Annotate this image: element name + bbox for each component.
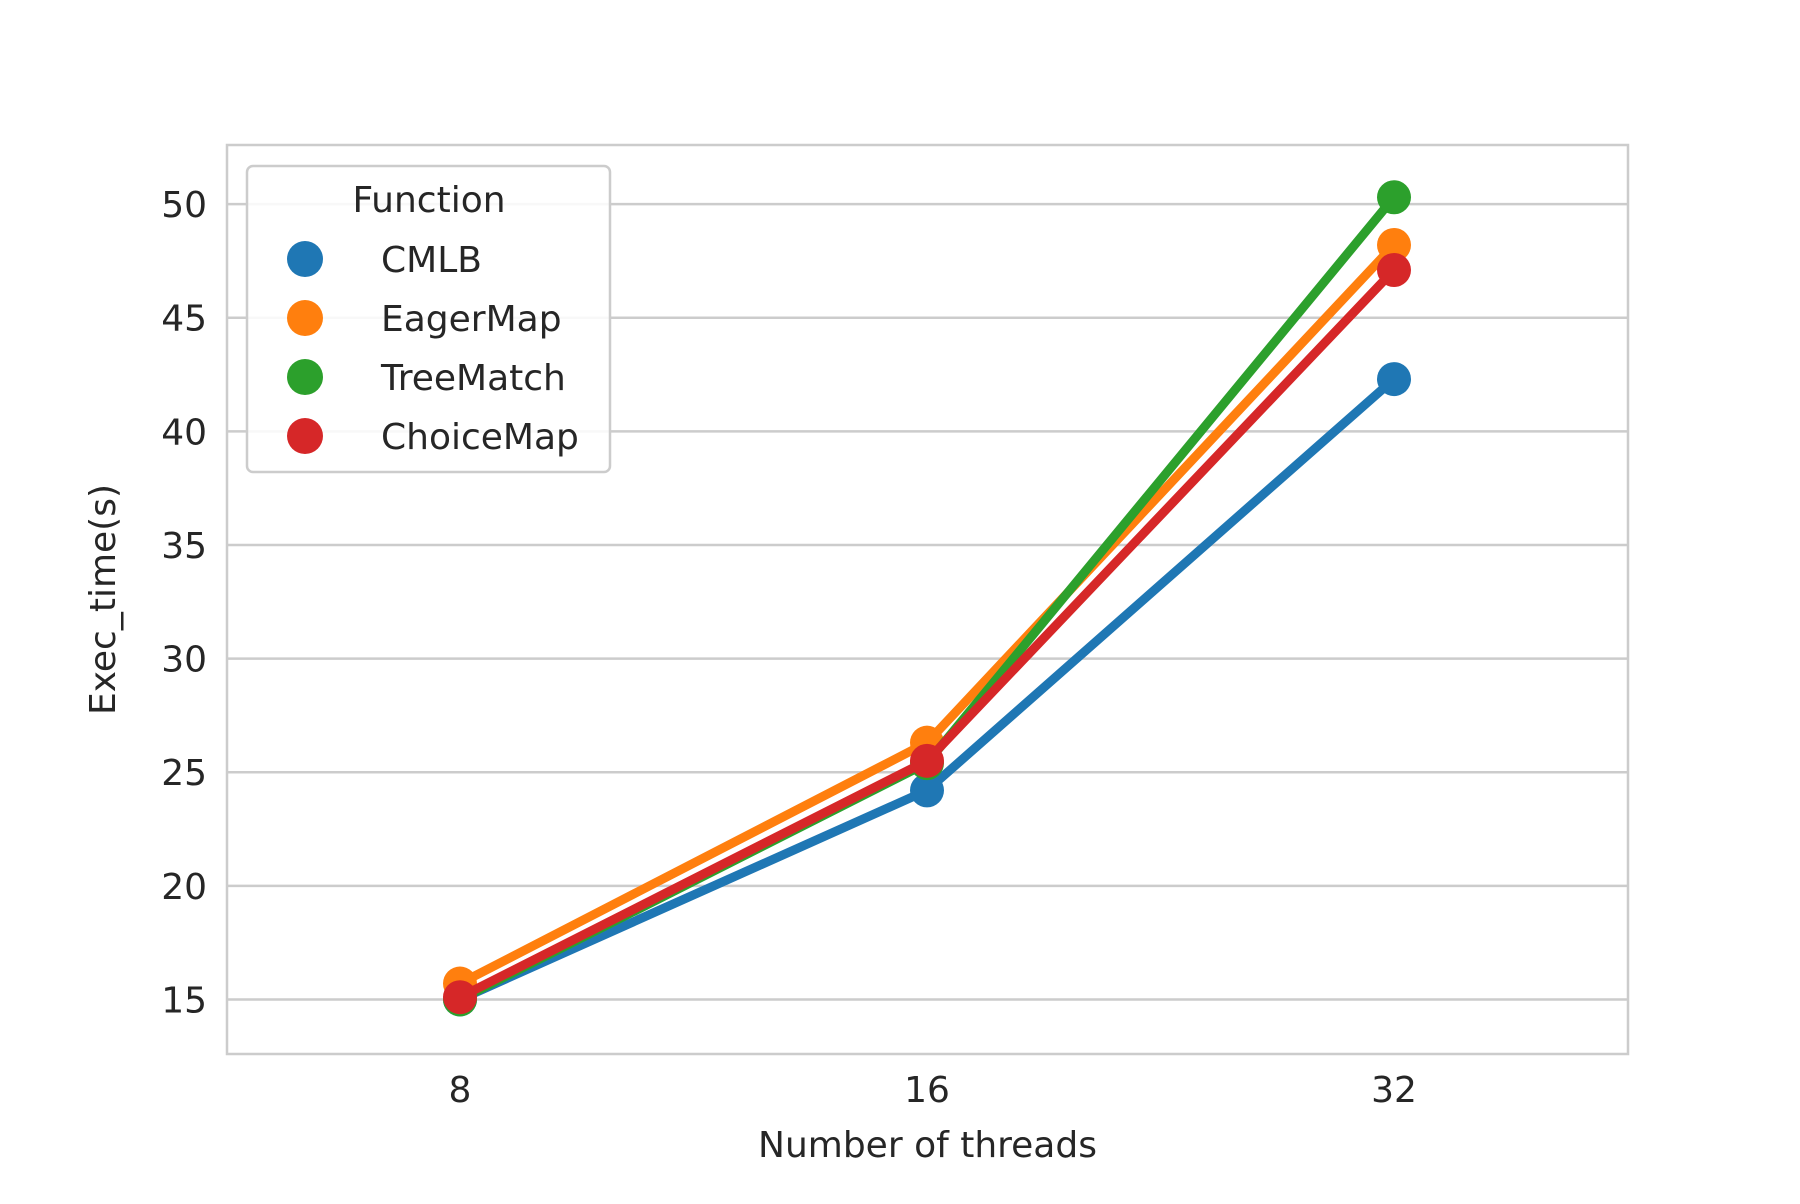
x-axis-ticks: 8 16 32: [449, 1070, 1417, 1111]
legend-marker-icon: [287, 241, 323, 277]
data-point: [1377, 180, 1411, 215]
legend-label: TreeMatch: [380, 358, 566, 399]
series-lines: [443, 180, 1411, 1017]
data-point: [1377, 252, 1411, 287]
y-tick-label: 35: [161, 526, 207, 567]
legend-label: ChoiceMap: [381, 417, 579, 458]
legend-label: CMLB: [381, 240, 482, 281]
legend-marker-icon: [287, 300, 323, 336]
y-tick-label: 20: [161, 867, 207, 908]
legend-title: Function: [352, 180, 505, 221]
y-tick-label: 25: [161, 753, 207, 794]
legend-marker-icon: [287, 359, 323, 395]
data-point: [1377, 362, 1411, 397]
series-choicemap: [443, 252, 1411, 1015]
y-tick-label: 30: [161, 640, 207, 681]
y-axis-label: Exec_time(s): [83, 484, 124, 715]
y-axis-ticks: 15 20 25 30 35 40 45 50: [161, 185, 207, 1021]
plot-frame: [225, 143, 1630, 1056]
x-tick-label: 16: [904, 1070, 950, 1111]
y-tick-label: 50: [161, 185, 207, 226]
y-tick-label: 45: [161, 299, 207, 340]
legend-marker-icon: [287, 418, 323, 454]
legend-label: EagerMap: [381, 299, 562, 340]
x-axis-label: Number of threads: [758, 1125, 1097, 1166]
legend: Function CMLB EagerMap TreeMatch ChoiceMap: [245, 164, 612, 474]
legend-box: [245, 164, 612, 474]
y-tick-label: 40: [161, 412, 207, 453]
data-point: [1377, 227, 1411, 262]
data-point: [910, 773, 944, 808]
x-tick-label: 32: [1371, 1070, 1417, 1111]
data-point: [443, 980, 477, 1015]
x-tick-label: 8: [449, 1070, 472, 1111]
y-tick-label: 15: [161, 980, 207, 1021]
data-point: [910, 743, 944, 778]
